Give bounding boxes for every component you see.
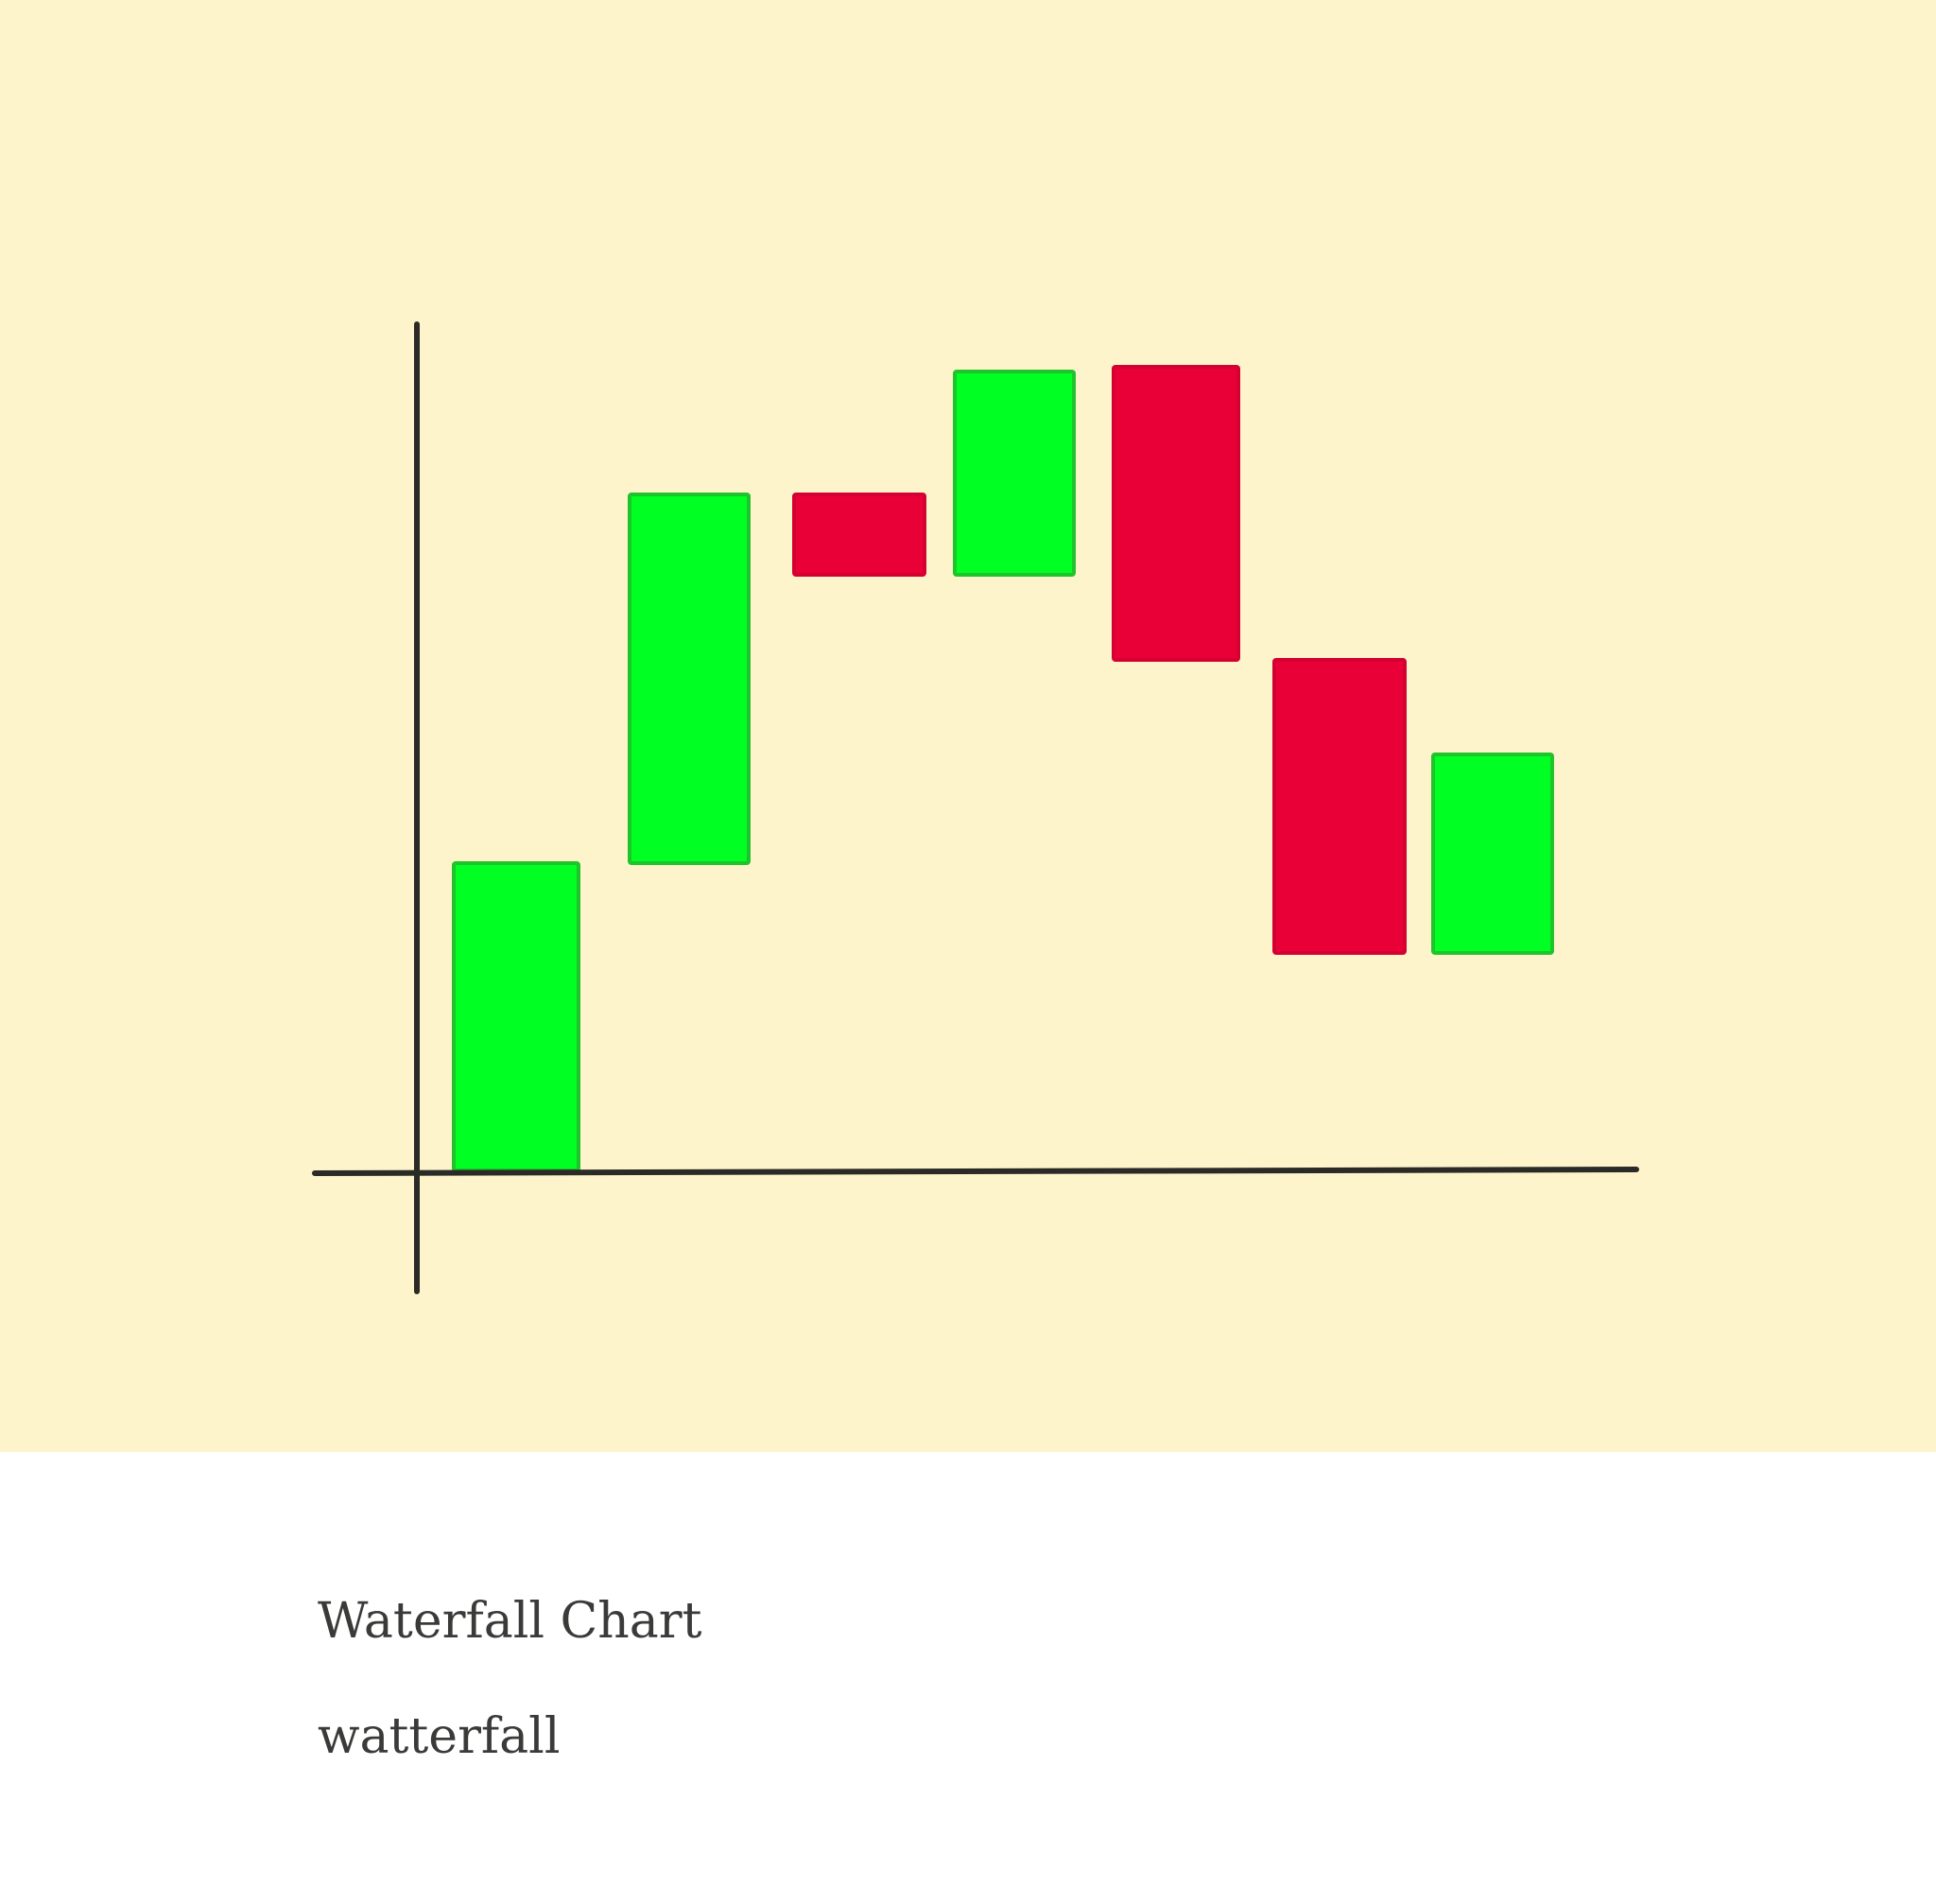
chart-panel <box>0 0 1936 1452</box>
waterfall-bar-5-decrease <box>1112 365 1240 662</box>
x-axis <box>312 1167 1639 1176</box>
waterfall-bar-7-increase <box>1431 753 1554 955</box>
waterfall-bar-1-increase <box>452 861 580 1172</box>
chart-title: Waterfall Chart <box>318 1593 702 1650</box>
waterfall-bar-4-increase <box>953 370 1076 577</box>
waterfall-chart <box>312 321 1639 1294</box>
waterfall-bar-6-decrease <box>1272 658 1407 955</box>
chart-tag: watterfall <box>318 1708 561 1765</box>
waterfall-bar-2-increase <box>628 493 751 865</box>
bars-layer <box>452 365 1554 1172</box>
waterfall-bar-3-decrease <box>792 493 926 577</box>
